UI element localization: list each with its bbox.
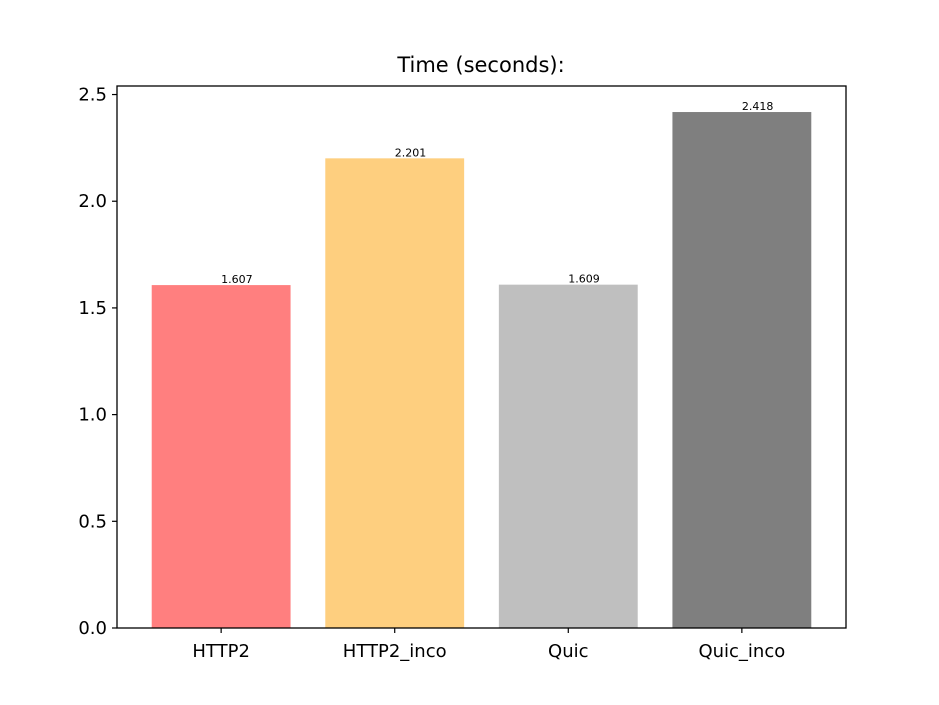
bar-http2-inco xyxy=(325,158,465,628)
data-label-http2: 1.607 xyxy=(221,273,253,286)
y-tick-label: 2.0 xyxy=(78,191,107,212)
y-tick-label: 2.5 xyxy=(78,85,107,106)
data-labels-group: 1.607 2.201 1.609 2.418 xyxy=(221,100,773,286)
x-tick-label: HTTP2 xyxy=(192,641,250,662)
bar-quic-inco xyxy=(672,112,812,628)
y-tick-label: 1.5 xyxy=(78,298,107,319)
bar-http2 xyxy=(151,285,291,628)
bar-quic xyxy=(498,284,638,628)
bars-group xyxy=(151,112,812,628)
x-axis: HTTP2 HTTP2_inco Quic Quic_inco xyxy=(192,628,785,662)
y-axis: 0.0 0.5 1.0 1.5 2.0 2.5 xyxy=(78,85,117,639)
data-label-quic: 1.609 xyxy=(568,273,600,286)
x-tick-label: Quic_inco xyxy=(698,641,785,662)
plot-frame xyxy=(116,85,847,629)
data-label-http2-inco: 2.201 xyxy=(395,146,427,159)
data-label-quic-inco: 2.418 xyxy=(742,100,774,113)
chart-title: Time (seconds): xyxy=(396,53,564,77)
x-tick-label: HTTP2_inco xyxy=(343,641,447,662)
y-tick-label: 0.0 xyxy=(78,618,107,639)
x-tick-label: Quic xyxy=(548,641,588,662)
y-tick-label: 1.0 xyxy=(78,405,107,426)
y-tick-label: 0.5 xyxy=(78,511,107,532)
